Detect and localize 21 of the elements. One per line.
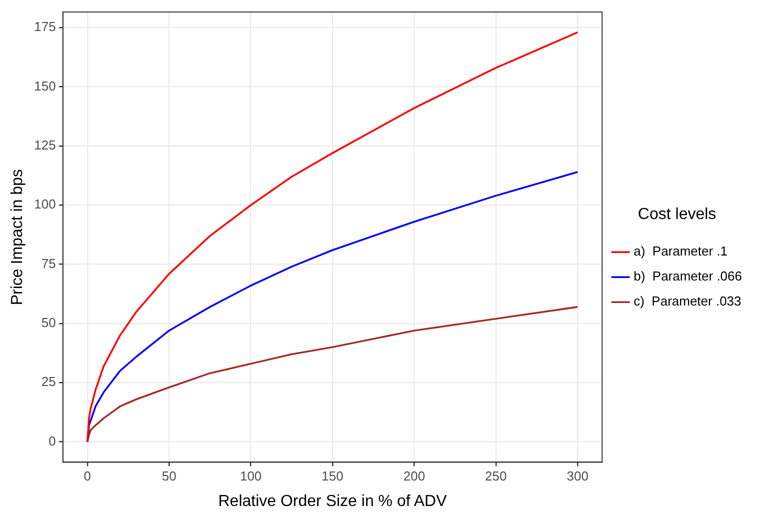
y-tick-label: 0: [48, 433, 56, 448]
y-tick-label: 25: [41, 374, 56, 390]
y-tick-label: 150: [34, 78, 56, 94]
legend-label: a) Parameter .1: [634, 244, 728, 259]
y-axis-title: Price Impact in bps: [9, 169, 26, 306]
x-tick-label: 300: [566, 468, 588, 484]
y-tick-label: 50: [41, 315, 56, 330]
x-tick-label: 200: [403, 468, 426, 484]
y-tick-label: 175: [34, 19, 56, 34]
y-tick-label: 100: [34, 196, 56, 212]
y-tick-label: 75: [41, 256, 56, 271]
y-tick-label: 125: [34, 138, 56, 153]
legend-title: Cost levels: [638, 206, 716, 223]
x-tick-label: 0: [84, 468, 92, 484]
x-tick-label: 100: [240, 468, 262, 484]
legend-label: b) Parameter .066: [634, 268, 742, 284]
x-tick-label: 150: [322, 468, 344, 484]
x-tick-label: 250: [485, 468, 507, 484]
legend-label: c) Parameter .033: [634, 294, 742, 309]
x-tick-label: 50: [162, 468, 176, 484]
x-axis-title: Relative Order Size in % of ADV: [218, 492, 448, 510]
